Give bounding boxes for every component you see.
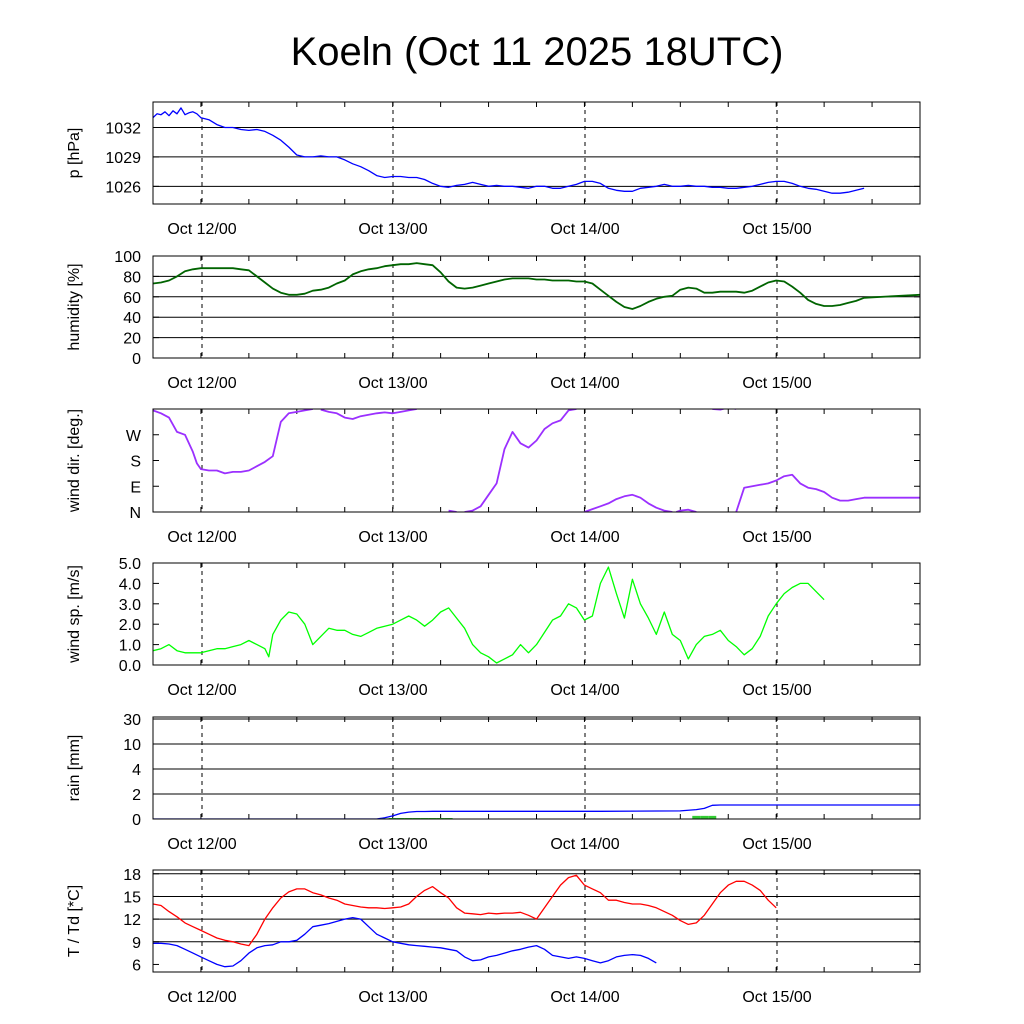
y-tick-label: 1029: [105, 150, 141, 167]
series-line-wind-direction: [153, 409, 313, 475]
series-line-td: [153, 916, 657, 968]
x-tick-label: Oct 14/00: [550, 529, 619, 546]
panel-frame: [152, 255, 921, 359]
series-line-t: [153, 874, 777, 947]
y-tick-label: 15: [123, 889, 141, 906]
series-line-wind-direction: [464, 409, 577, 512]
y-tick-label: 1.0: [119, 638, 141, 655]
panel-frame: [152, 716, 921, 820]
series-line-wind-direction: [584, 493, 673, 512]
panel-frame: [152, 101, 921, 205]
y-axis-label: humidity [%]: [66, 263, 83, 350]
series-group: [153, 874, 777, 968]
y-tick-label: E: [130, 479, 141, 496]
y-tick-label: 1026: [105, 179, 141, 196]
x-tick-label: Oct 15/00: [742, 682, 811, 699]
x-tick-label: Oct 13/00: [358, 989, 427, 1006]
y-tick-label: 40: [123, 310, 141, 327]
panel-temperature: 6 9 12 15 18 T / Td [*C] Oct 12/00 Oct 13/00 Oct…: [66, 867, 921, 1006]
x-tick-label: Oct 15/00: [742, 989, 811, 1006]
panel-pressure: 1026 1029 1032 p [hPa] Oct 12/00 Oct 13/00 Oct…: [66, 101, 921, 238]
chart-title: Koeln (Oct 11 2025 18UTC): [291, 30, 784, 74]
x-tick-label: Oct 14/00: [550, 836, 619, 853]
y-tick-label: 5.0: [119, 556, 141, 573]
series-line-humidity: [153, 262, 920, 310]
y-axis-label: p [hPa]: [66, 128, 83, 179]
y-tick-label: 2.0: [119, 617, 141, 634]
x-tick-label: Oct 15/00: [742, 529, 811, 546]
series-group: [153, 262, 920, 310]
x-tick-label: Oct 13/00: [358, 221, 427, 238]
y-tick-label: W: [126, 428, 142, 445]
panel-wind_speed: 0.0 1.0 2.0 3.0 4.0 5.0 wind sp. [m/s] Oct 12/0…: [66, 556, 921, 699]
y-tick-label: 12: [123, 912, 141, 929]
y-tick-label: 30: [123, 712, 141, 729]
y-axis-label: wind dir. [deg.]: [66, 409, 83, 513]
panel-frame: [152, 562, 921, 666]
y-tick-label: 0: [132, 351, 141, 368]
x-tick-label: Oct 12/00: [167, 836, 236, 853]
y-axis-label: wind sp. [m/s]: [66, 565, 83, 664]
panel-humidity: 0 20 40 60 80 100 humidity [%] Oct 12/00 Oct 13/…: [66, 249, 921, 392]
series-group: [153, 107, 865, 194]
x-tick-label: Oct 12/00: [167, 375, 236, 392]
x-tick-label: Oct 14/00: [550, 375, 619, 392]
rain-bar: [692, 815, 701, 819]
x-tick-label: Oct 12/00: [167, 682, 236, 699]
x-tick-label: Oct 12/00: [167, 221, 236, 238]
rain-bar: [708, 815, 717, 819]
y-axis-label: T / Td [*C]: [66, 885, 83, 957]
series-line-accumulated-rain: [153, 804, 920, 819]
x-tick-label: Oct 13/00: [358, 529, 427, 546]
x-tick-label: Oct 14/00: [550, 682, 619, 699]
y-tick-label: 3.0: [119, 597, 141, 614]
x-tick-label: Oct 15/00: [742, 375, 811, 392]
series-group: [153, 566, 825, 664]
y-tick-label: S: [130, 454, 141, 471]
x-tick-label: Oct 12/00: [167, 989, 236, 1006]
series-line-wind-direction: [320, 409, 417, 420]
y-tick-label: N: [129, 505, 141, 522]
y-tick-label: 1032: [105, 121, 141, 138]
series-line-wind-speed: [153, 566, 825, 664]
y-tick-label: 60: [123, 290, 141, 307]
y-tick-label: 2: [132, 787, 141, 804]
x-tick-label: Oct 15/00: [742, 221, 811, 238]
series-line-wind-direction: [735, 473, 920, 512]
y-tick-label: 18: [123, 867, 141, 884]
x-tick-label: Oct 13/00: [358, 375, 427, 392]
y-tick-label: 6: [132, 957, 141, 974]
panel-frame: [152, 869, 921, 973]
x-tick-label: Oct 13/00: [358, 682, 427, 699]
y-tick-label: 4: [132, 762, 141, 779]
y-tick-label: 0.0: [119, 658, 141, 675]
y-tick-label: 4.0: [119, 576, 141, 593]
y-tick-label: 10: [123, 737, 141, 754]
x-tick-label: Oct 12/00: [167, 529, 236, 546]
x-tick-label: Oct 14/00: [550, 221, 619, 238]
y-tick-label: 100: [114, 249, 141, 266]
y-tick-label: 80: [123, 269, 141, 286]
x-tick-label: Oct 15/00: [742, 836, 811, 853]
panel-rain: 0 2 4 10 30 rain [mm] Oct 12/00 Oct 13/00 Oct 14…: [66, 712, 921, 853]
x-tick-label: Oct 13/00: [358, 836, 427, 853]
panel-frame: [152, 408, 921, 513]
series-line-wind-direction: [676, 508, 697, 512]
rain-bar: [700, 815, 709, 819]
series-line-pressure: [153, 107, 865, 194]
y-tick-label: 20: [123, 331, 141, 348]
x-tick-label: Oct 14/00: [550, 989, 619, 1006]
y-tick-label: 9: [132, 935, 141, 952]
series-group: [153, 409, 920, 512]
y-axis-label: rain [mm]: [66, 735, 83, 802]
y-tick-label: 0: [132, 812, 141, 829]
